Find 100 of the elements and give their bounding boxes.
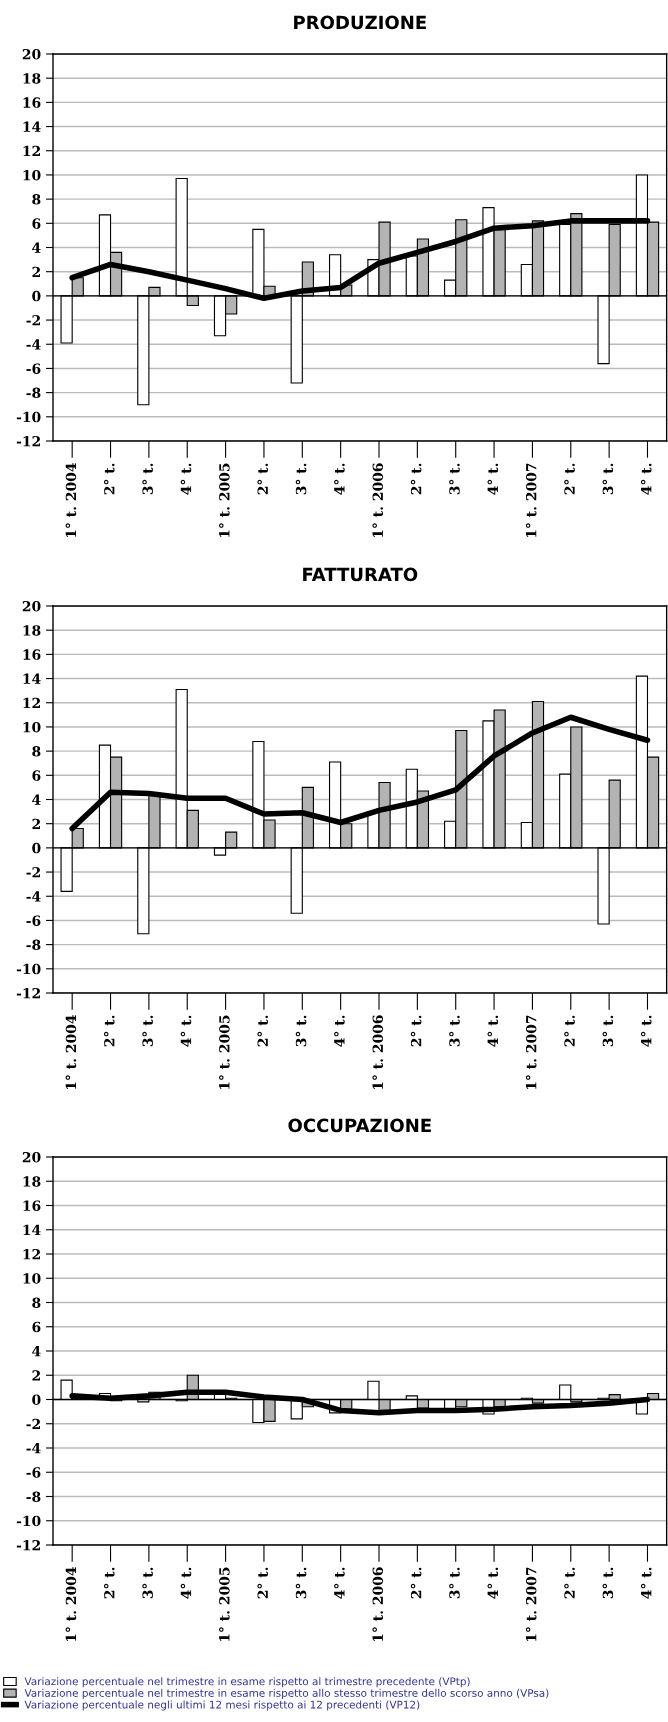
x-tick-label: 4° t. xyxy=(180,1015,192,1047)
x-tick-label: 3° t. xyxy=(142,1567,153,1599)
x-tick-label: 2° t. xyxy=(564,1567,575,1599)
y-tick-label: 10 xyxy=(23,721,41,733)
x-tick-label: 4° t. xyxy=(487,1567,499,1599)
x-tick-label: 2° t. xyxy=(564,1015,575,1047)
chart-title: FATTURATO xyxy=(303,567,418,582)
x-tick-label: 3° t. xyxy=(295,463,307,495)
y-tick-label: -10 xyxy=(16,963,41,975)
y-tick-label: -8 xyxy=(26,387,41,399)
x-tick-label: 2° t. xyxy=(103,1015,115,1047)
legend-label: Variazione percentuale nel trimestre in esame rispetto allo stesso trimestre dello scorso anno (VPsa) xyxy=(24,1688,549,1699)
y-tick-label: 4 xyxy=(32,1345,41,1357)
x-tick-label: 3° t. xyxy=(449,1567,460,1599)
y-tick-label: -12 xyxy=(16,987,40,999)
legend-label: Variazione percentuale negli ultimi 12 mesi rispetto ai 12 precedenti (VP12) xyxy=(24,1700,420,1711)
x-tick-label: 2° t. xyxy=(103,1567,115,1599)
x-tick-label: 3° t. xyxy=(142,463,153,495)
x-tick-label: 3° t. xyxy=(602,1015,614,1047)
y-tick-label: 4 xyxy=(32,242,41,253)
y-tick-label: 14 xyxy=(23,1224,41,1236)
y-tick-label: 4 xyxy=(32,794,41,805)
y-tick-label: 16 xyxy=(23,97,41,108)
x-tick-label: 3° t. xyxy=(295,1015,307,1047)
y-tick-label: -6 xyxy=(26,363,41,374)
x-tick-label: 4° t. xyxy=(640,1015,652,1047)
y-tick-label: 14 xyxy=(23,121,41,132)
y-tick-label: 2 xyxy=(32,818,40,829)
x-tick-label: 2° t. xyxy=(257,1567,268,1599)
x-tick-label: 4° t. xyxy=(487,1015,499,1047)
y-tick-label: 18 xyxy=(23,1176,41,1187)
x-tick-label: 2° t. xyxy=(257,1015,268,1047)
x-tick-label: 3° t. xyxy=(449,1015,460,1047)
y-tick-label: 14 xyxy=(23,673,41,684)
x-tick-label: 1° t. 2006 xyxy=(372,1567,384,1642)
x-tick-label: 2° t. xyxy=(410,1567,422,1599)
y-tick-label: 6 xyxy=(32,770,41,781)
x-tick-label: 2° t. xyxy=(564,463,575,495)
y-tick-label: -12 xyxy=(16,435,40,447)
y-tick-label: 20 xyxy=(22,1151,41,1163)
y-tick-label: -4 xyxy=(26,1442,41,1454)
y-tick-label: 2 xyxy=(32,1370,40,1381)
x-tick-label: 3° t. xyxy=(602,463,614,495)
y-tick-label: 20 xyxy=(22,48,41,60)
x-tick-label: 4° t. xyxy=(487,463,499,495)
y-tick-label: 10 xyxy=(23,1273,41,1284)
y-tick-label: 0 xyxy=(32,842,41,854)
legend-label: Variazione percentuale nel trimestre in esame rispetto al trimestre precedente (VPtp) xyxy=(24,1677,470,1688)
x-tick-label: 3° t. xyxy=(295,1567,307,1599)
y-tick-label: 12 xyxy=(23,697,40,709)
x-tick-label: 3° t. xyxy=(142,1015,153,1047)
y-tick-label: 0 xyxy=(32,1394,41,1405)
x-tick-label: 1° t. 2005 xyxy=(219,1567,230,1642)
y-tick-label: -2 xyxy=(26,867,40,878)
y-tick-label: -4 xyxy=(26,339,41,350)
y-tick-label: 12 xyxy=(23,1248,40,1260)
x-tick-label: 4° t. xyxy=(180,1567,192,1599)
y-tick-label: 2 xyxy=(32,266,40,277)
x-tick-label: 4° t. xyxy=(640,463,652,495)
x-tick-label: 1° t. 2004 xyxy=(65,1567,77,1642)
x-tick-label: 2° t. xyxy=(410,1015,422,1047)
x-tick-label: 3° t. xyxy=(602,1567,614,1599)
x-tick-label: 4° t. xyxy=(334,463,345,495)
y-tick-label: 8 xyxy=(32,746,41,757)
x-tick-label: 2° t. xyxy=(257,463,268,495)
y-tick-label: 18 xyxy=(23,73,41,84)
x-tick-label: 4° t. xyxy=(180,463,192,495)
y-tick-label: 16 xyxy=(23,649,41,660)
x-tick-label: 1° t. 2007 xyxy=(525,463,537,538)
y-tick-label: -6 xyxy=(26,1467,41,1478)
y-tick-label: -8 xyxy=(26,1491,41,1502)
y-tick-label: -12 xyxy=(16,1539,40,1551)
y-tick-label: -2 xyxy=(26,315,40,326)
x-tick-label: 1° t. 2007 xyxy=(525,1567,537,1642)
x-tick-label: 2° t. xyxy=(410,463,422,495)
x-tick-label: 1° t. 2004 xyxy=(65,463,77,538)
x-tick-label: 4° t. xyxy=(334,1015,345,1047)
y-tick-label: -6 xyxy=(26,915,41,926)
y-tick-label: 8 xyxy=(32,1297,41,1308)
x-tick-label: 1° t. 2005 xyxy=(219,1015,230,1090)
x-tick-label: 2° t. xyxy=(103,463,115,495)
y-tick-label: 18 xyxy=(23,625,41,636)
x-tick-label: 3° t. xyxy=(449,463,460,495)
chart-title: PRODUZIONE xyxy=(294,15,426,30)
x-tick-label: 1° t. 2005 xyxy=(219,463,230,538)
y-tick-label: -4 xyxy=(26,891,41,902)
y-tick-label: 10 xyxy=(23,169,41,181)
y-tick-label: 6 xyxy=(32,1321,41,1333)
chart-title: OCCUPAZIONE xyxy=(288,1118,431,1133)
x-tick-label: 1° t. 2004 xyxy=(65,1015,77,1090)
y-tick-label: -10 xyxy=(16,1515,41,1527)
x-tick-label: 1° t. 2007 xyxy=(525,1015,537,1090)
y-tick-label: -10 xyxy=(16,411,41,423)
x-tick-label: 1° t. 2006 xyxy=(372,1015,384,1090)
y-tick-label: 12 xyxy=(23,145,40,157)
y-tick-label: -2 xyxy=(26,1418,40,1430)
y-tick-label: -8 xyxy=(26,939,41,951)
x-tick-label: 4° t. xyxy=(640,1567,652,1599)
y-tick-label: 20 xyxy=(22,600,41,612)
y-tick-label: 0 xyxy=(32,290,41,302)
